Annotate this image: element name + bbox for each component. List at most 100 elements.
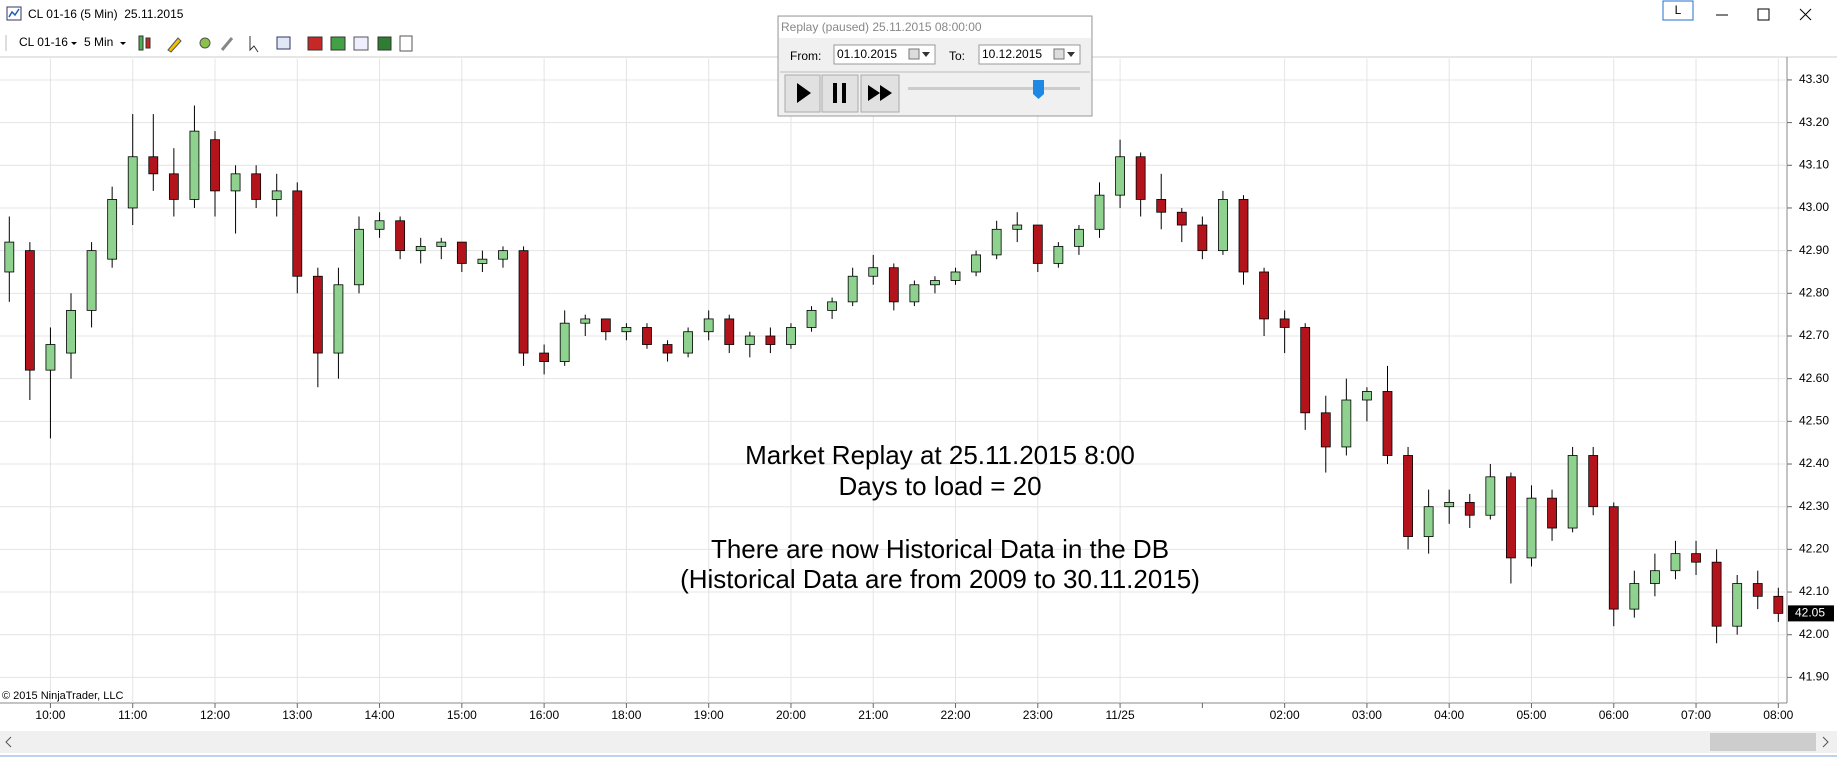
candle-body: [1444, 502, 1455, 508]
annotation: (Historical Data are from 2009 to 30.11.…: [680, 564, 1200, 594]
y-tick-label: 42.60: [1799, 371, 1829, 385]
icon-money[interactable]: [377, 36, 392, 51]
x-tick-label: 13:00: [282, 708, 312, 722]
candle-body: [1773, 595, 1784, 614]
candle-body: [1094, 194, 1105, 230]
x-tick-label: 19:00: [694, 708, 724, 722]
app-icon: [6, 6, 22, 21]
layout-button-label[interactable]: L: [1675, 3, 1682, 17]
to-value[interactable]: 10.12.2015: [982, 47, 1042, 61]
x-tick-label: 12:00: [200, 708, 230, 722]
icon-zoom[interactable]: [276, 36, 291, 50]
annotation: Days to load = 20: [838, 471, 1041, 501]
candle-body: [395, 220, 406, 252]
candle-body: [1176, 211, 1187, 226]
candle-body: [1156, 199, 1167, 213]
candles: [4, 105, 1784, 644]
from-value[interactable]: 01.10.2015: [837, 47, 897, 61]
scrollbar[interactable]: [0, 731, 1837, 753]
icon-candles[interactable]: [145, 37, 151, 49]
pause-icon[interactable]: [833, 83, 837, 103]
candle-body: [971, 254, 981, 273]
icon-draw[interactable]: [167, 37, 182, 53]
candle-body: [210, 139, 220, 192]
scroll-left[interactable]: [5, 736, 12, 748]
y-tick-label: 42.50: [1799, 414, 1829, 428]
candle-body: [621, 327, 632, 333]
y-tick-label: 41.90: [1799, 670, 1829, 684]
layout-button[interactable]: [1662, 0, 1694, 21]
candle-body: [888, 267, 899, 303]
y-tick-label: 42.10: [1799, 584, 1829, 598]
icon-candles[interactable]: [138, 35, 144, 51]
x-tick-label: 06:00: [1599, 708, 1629, 722]
candle-body: [868, 267, 879, 277]
candle-body: [1691, 553, 1701, 563]
scroll-thumb[interactable]: [1710, 733, 1816, 751]
icon-panels[interactable]: [353, 36, 369, 51]
candle-body: [1506, 476, 1516, 559]
speed-slider[interactable]: [908, 87, 1080, 90]
x-tick-label: 10:00: [35, 708, 65, 722]
x-tick-label: 15:00: [447, 708, 477, 722]
dropdown-arrow[interactable]: [1067, 52, 1075, 57]
y-tick-label: 42.30: [1799, 499, 1829, 513]
app-icon-glyph: [8, 8, 20, 18]
icon-strategy[interactable]: [220, 37, 234, 51]
candle-body: [930, 280, 940, 286]
dropdown-arrow[interactable]: [71, 42, 77, 45]
x-tick-label: 21:00: [858, 708, 888, 722]
candle-body: [1403, 455, 1413, 537]
candle-body: [991, 228, 1002, 256]
candle-body: [1300, 327, 1311, 414]
x-tick-label: 18:00: [611, 708, 641, 722]
labels: 41.90 42.00 42.10 42.20 42.30 42.40 42.50 42.60…: [35, 72, 1834, 722]
window-title: CL 01-16 (5 Min) 25.11.2015: [28, 7, 184, 21]
icon-indicator[interactable]: [199, 37, 211, 49]
dropdown-arrow[interactable]: [922, 52, 930, 57]
y-tick-label: 42.80: [1799, 285, 1829, 299]
replay-window: Replay (paused) 25.11.2015 08:00:00 From…: [777, 15, 1093, 117]
candle-body: [518, 250, 529, 354]
x-tick-label: 11:00: [118, 708, 147, 722]
x-tick-label: 04:00: [1434, 708, 1464, 722]
candle-body: [1485, 476, 1496, 516]
candle-body: [436, 241, 447, 247]
icon-chart-props[interactable]: [307, 36, 323, 51]
to-label: To:: [949, 49, 965, 63]
calendar-button[interactable]: [908, 48, 920, 60]
dropdown-arrow[interactable]: [120, 42, 126, 45]
pause-icon[interactable]: [842, 83, 846, 103]
candle-body: [189, 130, 200, 200]
speed-slider-thumb[interactable]: [1033, 80, 1044, 99]
interval-selector[interactable]: 5 Min: [84, 35, 113, 49]
candle-body: [827, 301, 837, 311]
candle-body: [1382, 391, 1393, 456]
scroll-right[interactable]: [1822, 736, 1829, 748]
instrument-selector[interactable]: CL 01-16: [19, 35, 68, 49]
x-tick-label: 22:00: [941, 708, 971, 722]
y-tick-label: 43.20: [1799, 115, 1829, 129]
icon-data-box[interactable]: [330, 36, 346, 51]
pause-button[interactable]: [821, 74, 859, 113]
candle-body: [251, 173, 262, 200]
play-icon[interactable]: [797, 83, 811, 103]
calendar-button[interactable]: [1053, 48, 1065, 60]
fast-forward-icon[interactable]: [868, 85, 892, 101]
candle-body: [1732, 583, 1743, 627]
candle-body: [1526, 497, 1537, 559]
candle-body: [1423, 506, 1434, 537]
icon-cursor[interactable]: [249, 36, 259, 53]
x-tick-label: 03:00: [1352, 708, 1382, 722]
toolbar-icons[interactable]: [138, 35, 413, 53]
candle-body: [148, 156, 159, 175]
y-tick-label: 42.20: [1799, 542, 1829, 556]
maximize-button[interactable]: [1757, 8, 1770, 21]
close-button[interactable]: [1799, 8, 1812, 21]
x-tick-label: 16:00: [529, 708, 559, 722]
x-tick-label: 08:00: [1763, 708, 1793, 722]
y-tick-label: 42.70: [1799, 328, 1829, 342]
candle-body: [786, 327, 796, 345]
candle-body: [703, 318, 714, 333]
icon-notes[interactable]: [399, 35, 413, 52]
